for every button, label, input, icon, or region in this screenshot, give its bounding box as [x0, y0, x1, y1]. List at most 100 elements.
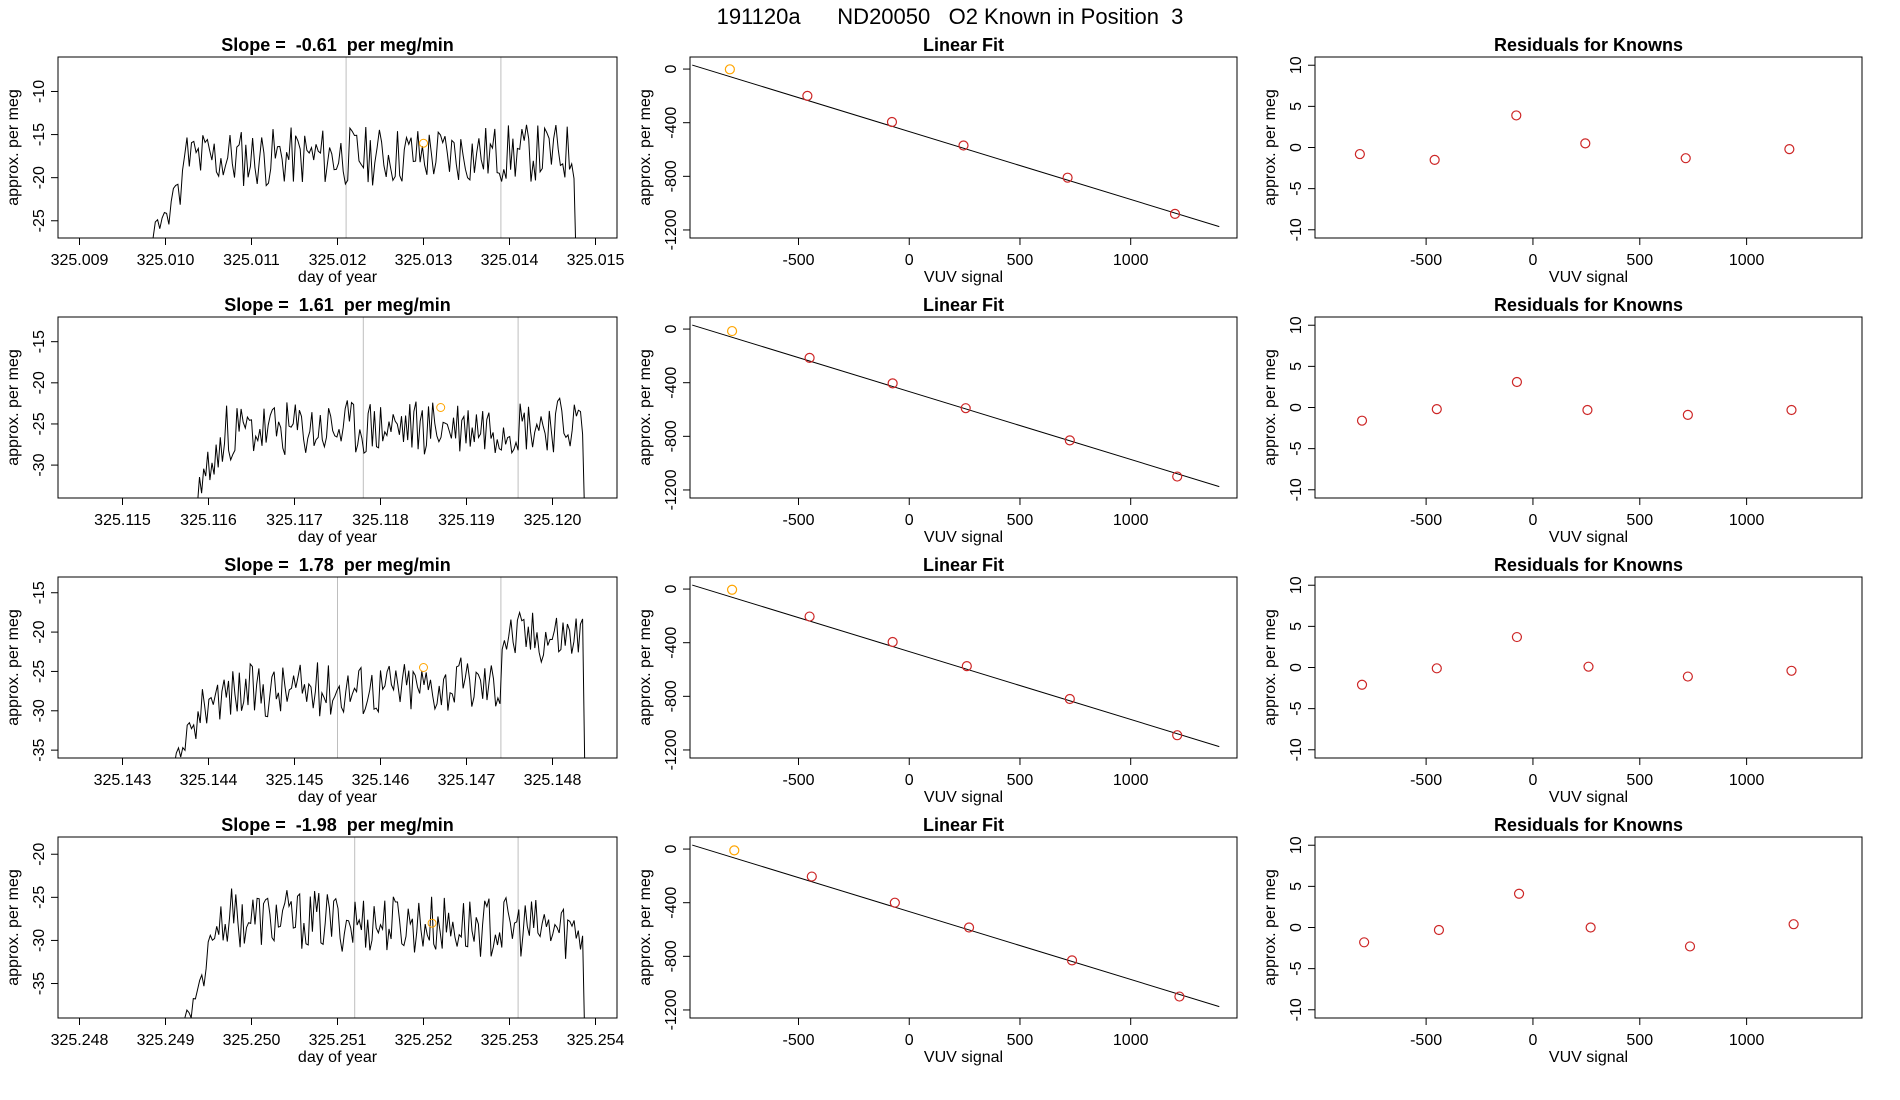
panel-frame — [689, 316, 1238, 499]
panel-title: Linear Fit — [923, 35, 1004, 55]
data-point — [1359, 937, 1370, 948]
panel-trace-4: Slope = -1.98 per meg/min 325.248 325.249 3… — [5, 815, 625, 1066]
run-id: 191120a — [716, 4, 801, 29]
data-point — [886, 116, 898, 128]
x-tick-label: 325.116 — [180, 512, 237, 529]
x-tick-label: 325.252 — [395, 1032, 453, 1049]
data-point — [1174, 991, 1185, 1002]
x-tick-label: 325.014 — [481, 252, 539, 269]
y-tick-label: 10 — [1288, 576, 1305, 594]
x-tick-label: 325.118 — [352, 512, 409, 529]
x-tick-label: 325.119 — [438, 512, 495, 529]
x-tick-label: 325.012 — [309, 252, 367, 269]
y-tick-label: 10 — [1288, 56, 1305, 74]
signal-trace — [175, 610, 586, 758]
plot-area — [1359, 888, 1799, 952]
fit-line — [692, 584, 1220, 748]
data-point — [1169, 208, 1181, 219]
x-tick-label: 325.250 — [223, 1032, 281, 1049]
y-tick-label: -400 — [663, 367, 680, 399]
plot-area — [1354, 110, 1795, 165]
y-tick-label: -1200 — [663, 469, 680, 510]
data-point — [726, 584, 738, 595]
data-point — [1682, 671, 1693, 682]
data-point — [1062, 172, 1073, 183]
data-point — [1580, 138, 1591, 149]
data-point — [806, 871, 817, 882]
x-tick-label: 500 — [1626, 1032, 1653, 1049]
x-tick-label: 325.015 — [567, 252, 625, 269]
data-point — [887, 636, 898, 648]
y-tick-label: 0 — [1288, 143, 1305, 152]
y-axis-label: approx. per meg — [5, 89, 22, 206]
x-tick-label: 500 — [1007, 252, 1034, 269]
data-point — [1064, 435, 1075, 446]
x-tick-label: 325.120 — [524, 512, 582, 529]
y-tick-label: -25 — [31, 886, 48, 909]
panel-residuals-4: Residuals for Knowns -500 0 500 1000 VUV sign… — [1262, 815, 1863, 1066]
x-axis-label: VUV signal — [1549, 529, 1628, 546]
data-point — [1429, 154, 1440, 165]
panel-title: Slope = -0.61 per meg/min — [221, 35, 454, 55]
y-tick-label: -15 — [31, 581, 48, 604]
x-tick-label: 500 — [1626, 772, 1653, 789]
x-axis-label: VUV signal — [924, 789, 1003, 806]
data-point — [1511, 631, 1523, 643]
x-tick-label: 325.251 — [309, 1032, 367, 1049]
signal-trace — [184, 888, 585, 1018]
data-point — [1172, 730, 1183, 741]
x-axis-label: VUV signal — [924, 529, 1003, 546]
trace-marker — [419, 663, 428, 672]
panel-frame — [57, 836, 618, 1019]
fit-line — [692, 64, 1220, 228]
x-tick-label: 325.148 — [524, 772, 582, 789]
panel-title: Slope = -1.98 per meg/min — [221, 815, 454, 835]
plot-area — [692, 844, 1220, 1008]
panel-title: Residuals for Knowns — [1494, 295, 1683, 315]
panel-title: Slope = 1.61 per meg/min — [224, 295, 451, 315]
x-tick-label: 1000 — [1729, 772, 1765, 789]
data-point — [1431, 404, 1442, 415]
y-tick-label: -400 — [663, 887, 680, 919]
panel-fit-2: Linear Fit -500 0 500 1000 VUV signal 0 -400 -80… — [637, 295, 1238, 546]
y-tick-label: 0 — [663, 325, 680, 334]
x-tick-label: 325.253 — [481, 1032, 539, 1049]
y-tick-label: -35 — [31, 972, 48, 995]
y-tick-label: -20 — [31, 371, 48, 394]
x-tick-label: 1000 — [1113, 1032, 1149, 1049]
x-tick-label: 500 — [1626, 512, 1653, 529]
data-point — [958, 140, 969, 151]
y-tick-label: -1200 — [663, 209, 680, 250]
panel-frame — [57, 316, 618, 499]
y-tick-label: -20 — [31, 620, 48, 643]
x-tick-label: -500 — [1410, 252, 1442, 269]
panel-trace-1: Slope = -0.61 per meg/min 325.009 325.010 3… — [5, 35, 625, 286]
x-tick-label: 0 — [1528, 512, 1537, 529]
panel-residuals-3: Residuals for Knowns -500 0 500 1000 VUV sign… — [1262, 555, 1863, 806]
y-tick-label: 5 — [1288, 362, 1305, 371]
data-point — [1784, 144, 1795, 155]
y-tick-label: -35 — [31, 738, 48, 761]
x-tick-label: 325.013 — [395, 252, 453, 269]
y-tick-label: -5 — [1288, 181, 1305, 195]
fit-line — [692, 844, 1220, 1008]
y-axis-label: approx. per meg — [5, 609, 22, 726]
y-tick-label: -10 — [1288, 998, 1305, 1021]
data-point — [1066, 955, 1078, 966]
x-axis-label: VUV signal — [1549, 269, 1628, 286]
y-tick-label: -10 — [1288, 478, 1305, 501]
y-axis-label: approx. per meg — [637, 349, 654, 466]
x-tick-label: 0 — [1528, 1032, 1537, 1049]
plot-area — [1356, 631, 1797, 690]
y-tick-label: -10 — [1288, 218, 1305, 241]
x-tick-label: -500 — [1410, 1032, 1442, 1049]
panel-fit-4: Linear Fit -500 0 500 1000 VUV signal 0 -400 -80… — [637, 815, 1238, 1066]
data-point — [724, 64, 735, 75]
x-tick-label: -500 — [782, 772, 814, 789]
x-tick-label: 325.143 — [94, 772, 152, 789]
y-tick-label: -800 — [663, 940, 680, 972]
fit-line — [692, 324, 1220, 488]
x-tick-label: 0 — [905, 252, 914, 269]
y-axis-label: approx. per meg — [5, 349, 22, 466]
